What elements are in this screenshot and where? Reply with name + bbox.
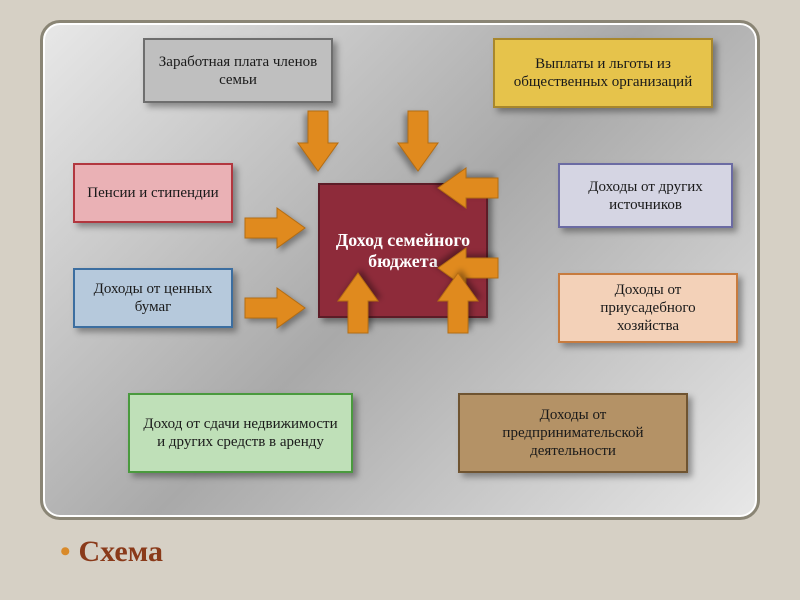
node-benefits: Выплаты и льготы из общественных организ…: [493, 38, 713, 108]
arrow-other: [438, 168, 498, 208]
node-securities: Доходы от ценных бумаг: [73, 268, 233, 328]
slide-title: Схема: [60, 535, 163, 569]
node-rent: Доход от сдачи недвижимости и других сре…: [128, 393, 353, 473]
node-pensions: Пенсии и стипендии: [73, 163, 233, 223]
node-other: Доходы от других источников: [558, 163, 733, 228]
arrow-pensions: [245, 208, 305, 248]
node-salary: Заработная плата членов семьи: [143, 38, 333, 103]
arrow-benefits: [398, 111, 438, 171]
arrow-rent: [338, 273, 378, 333]
diagram-panel: Доход семейного бюджетаЗаработная плата …: [40, 20, 760, 520]
arrow-securities: [245, 288, 305, 328]
arrow-salary: [298, 111, 338, 171]
node-farmstead: Доходы от приусадебного хозяйства: [558, 273, 738, 343]
node-business: Доходы от предпринимательской деятельнос…: [458, 393, 688, 473]
arrow-business: [438, 273, 478, 333]
